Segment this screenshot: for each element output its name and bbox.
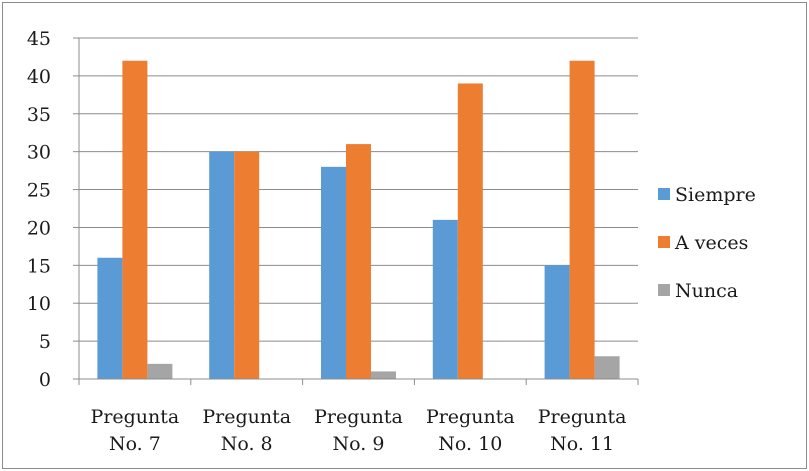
y-tick-label: 5 [39,331,51,353]
y-tick-label: 45 [27,28,51,50]
bar-siempre [209,151,235,379]
x-category-label: Pregunta [426,406,515,428]
legend-label: Siempre [675,184,756,206]
bar-a-veces [457,83,483,379]
legend: Siempre A veces Nunca [658,184,756,302]
y-tick-label: 30 [27,142,51,164]
legend-swatch [658,236,670,248]
x-category-label: No. 8 [221,433,273,455]
x-category-labels: Pregunta No. 7 Pregunta No. 8 Pregunta No. 9 P… [91,406,627,455]
x-category-label: Pregunta [202,406,291,428]
x-category-label: Pregunta [91,406,180,428]
x-category-label: No. 10 [438,433,502,455]
bar-siempre [544,265,570,379]
bar-a-veces [346,144,371,379]
y-tick-label: 15 [27,255,51,277]
y-tick-label: 20 [27,217,51,239]
legend-label: A veces [674,232,748,254]
bar-nunca [147,363,173,379]
bar-siempre [432,219,458,379]
y-tick-labels: 0 5 10 15 20 25 30 35 40 45 [27,28,51,391]
y-tick-label: 35 [27,104,51,126]
y-tick-label: 10 [27,293,51,315]
x-category-label: No. 7 [109,433,161,455]
legend-label: Nunca [675,280,738,302]
bar-siempre [321,166,346,379]
x-category-label: Pregunta [314,406,403,428]
axes [73,37,639,385]
bar-nunca [371,371,396,379]
bar-a-veces [234,151,260,379]
bar-a-veces [122,60,148,379]
x-category-label: Pregunta [538,406,627,428]
x-category-label: No. 11 [550,433,614,455]
bars [97,60,620,379]
y-tick-label: 40 [27,66,51,88]
y-tick-label: 0 [39,369,51,391]
legend-swatch [658,188,670,200]
legend-swatch [658,284,670,296]
bar-a-veces [569,60,595,379]
x-category-label: No. 9 [333,433,385,455]
bar-nunca [594,356,620,379]
y-tick-label: 25 [27,180,51,202]
bar-siempre [97,257,123,379]
